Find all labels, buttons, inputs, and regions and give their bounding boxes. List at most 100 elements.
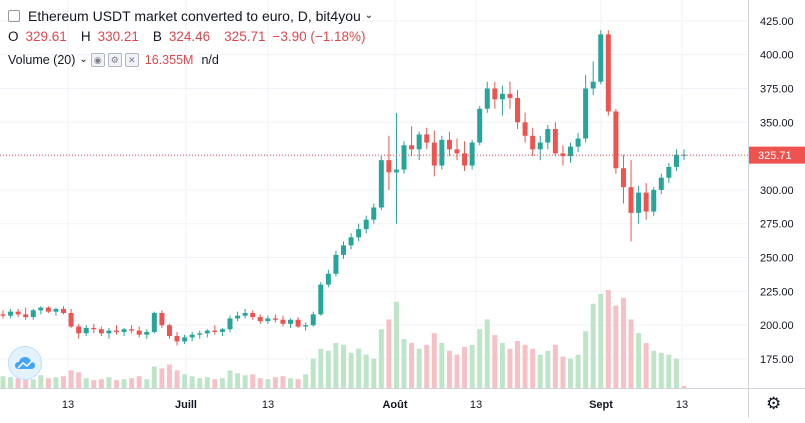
square-icon[interactable] [8, 10, 20, 22]
y-tick-label: 175.00 [760, 354, 794, 366]
volume-bar [424, 344, 430, 388]
volume-bar [515, 340, 521, 388]
volume-bar [0, 376, 6, 388]
volume-bar [598, 293, 604, 388]
candle-body [643, 192, 649, 212]
y-tick-label: 250.00 [760, 253, 794, 265]
y-tick-label: 350.00 [760, 117, 794, 129]
volume-bar [341, 344, 346, 388]
gear-icon[interactable]: ⚙ [107, 53, 122, 67]
candle-body [280, 319, 286, 324]
candle-body [666, 166, 672, 178]
volume-bar [620, 297, 626, 388]
volume-bar [658, 352, 664, 388]
volume-bar [227, 370, 233, 388]
candle-body [144, 331, 150, 335]
candle-body [23, 314, 29, 318]
candle-body [393, 169, 399, 173]
volume-chevron-down-icon[interactable]: ⌄ [79, 53, 88, 65]
last-price-tag: 325.71 [749, 146, 805, 164]
volume-bar [53, 377, 59, 388]
ohlc-low: B 324.46 [153, 29, 217, 44]
volume-bar [114, 380, 119, 388]
candle-body [38, 307, 44, 311]
candle-body [477, 108, 483, 143]
volume-bar [61, 376, 67, 388]
candle-body [182, 337, 188, 342]
candle-body [0, 314, 6, 316]
open-label: O [8, 28, 19, 44]
last-price-label: 325.71 [758, 150, 792, 162]
close-icon[interactable]: ✕ [124, 53, 139, 67]
candle-body [560, 153, 566, 157]
candle-body [295, 319, 301, 327]
candle-body [658, 177, 664, 190]
volume-bar [235, 373, 241, 388]
volume-bar [545, 350, 551, 388]
y-tick-label: 425.00 [760, 16, 794, 28]
volume-bar [23, 374, 29, 388]
x-tick-label: Juill [175, 399, 197, 411]
volume-bar [159, 368, 165, 388]
volume-bar [439, 342, 445, 388]
legend: Ethereum USDT market converted to euro, … [8, 6, 373, 70]
volume-bar [136, 376, 142, 388]
cloud-logo-icon[interactable] [8, 346, 42, 380]
candle-body [492, 88, 498, 100]
chevron-down-icon[interactable]: ⌄ [364, 9, 374, 21]
volume-bar [310, 358, 316, 388]
volume-bar [219, 378, 225, 388]
volume-bar [38, 375, 44, 388]
volume-na: n/d [201, 53, 219, 67]
eye-icon[interactable]: ◉ [90, 53, 105, 67]
candles [0, 30, 687, 346]
low-value: 324.46 [168, 28, 211, 44]
volume-bar [272, 377, 278, 388]
candle-body [250, 313, 256, 318]
volume-bar [416, 348, 422, 388]
volume-bar [530, 348, 536, 388]
volume-bar [643, 342, 649, 388]
volume-bar [250, 374, 256, 388]
volume-bar [144, 379, 150, 388]
volume-bar [174, 370, 180, 388]
candle-body [530, 135, 536, 150]
candle-body [363, 219, 369, 230]
volume-bar [492, 335, 498, 388]
candle-body [537, 142, 543, 150]
candle-body [242, 313, 248, 316]
volume-bar [507, 348, 513, 388]
volume-bar [431, 333, 437, 388]
volume-bar [462, 346, 468, 388]
volume-bar [605, 290, 611, 388]
candle-body [30, 310, 36, 318]
volume-bar [280, 376, 286, 388]
x-tick-label: 13 [470, 399, 482, 411]
candle-body [15, 311, 21, 315]
volume-bar [265, 379, 271, 388]
volume-bar [295, 379, 301, 388]
volume-bar [189, 376, 195, 388]
y-tick-label: 300.00 [760, 185, 794, 197]
symbol-title[interactable]: Ethereum USDT market converted to euro, … [28, 8, 361, 24]
candle-body [98, 329, 104, 334]
y-tick-label: 200.00 [760, 320, 794, 332]
settings-gear-icon[interactable]: ⚙ [766, 394, 782, 413]
volume-bar [613, 305, 619, 388]
candle-body [76, 326, 82, 334]
volume-row: Volume (20) ⌄ ◉ ⚙ ✕ 16.355M n/d [8, 50, 373, 70]
low-label: B [152, 28, 162, 44]
volume-bar [537, 354, 543, 388]
volume-bar [568, 358, 573, 388]
candle-body [462, 153, 468, 166]
candle-body [575, 138, 581, 147]
candle-body [583, 88, 589, 139]
title-row: Ethereum USDT market converted to euro, … [8, 6, 373, 26]
volume-label[interactable]: Volume (20) [8, 53, 76, 67]
volume-bar [333, 342, 339, 388]
candle-body [197, 333, 203, 335]
candle-body [673, 154, 679, 167]
